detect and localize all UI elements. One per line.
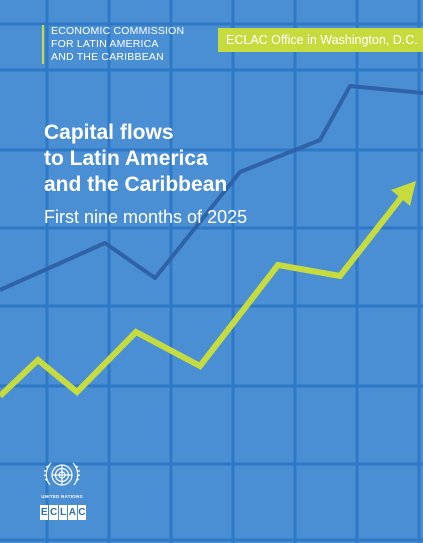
organization-name-line: AND THE CARIBBEAN [51, 51, 164, 63]
report-subtitle: First nine months of 2025 [44, 207, 248, 227]
office-badge: ECLAC Office in Washington, D.C. [218, 28, 423, 52]
eclac-logo-letter: E [40, 505, 49, 520]
report-title-line: and the Caribbean [44, 173, 228, 196]
organization-name-line: FOR LATIN AMERICA [51, 38, 159, 50]
eclac-logo-letter: A [68, 505, 77, 520]
eclac-logo: E C L A C [40, 505, 87, 520]
organization-name: ECONOMIC COMMISSION FOR LATIN AMERICA AN… [42, 25, 241, 64]
report-title-line: Capital flows [44, 121, 174, 144]
eclac-logo-letter: L [58, 505, 68, 520]
rising-trend-line [0, 192, 407, 399]
arrow-head-icon [391, 181, 416, 206]
dark-trend-line [0, 84, 423, 292]
un-label: UNITED NATIONS [41, 494, 83, 499]
eclac-logo-letter: C [49, 505, 58, 520]
report-title-line: to Latin America [44, 147, 208, 170]
organization-name-line: ECONOMIC COMMISSION [51, 25, 185, 37]
office-label: ECLAC Office in Washington, D.C. [226, 33, 418, 47]
title-block: Capital flows to Latin America and the C… [44, 120, 344, 228]
un-emblem-icon [43, 462, 81, 486]
eclac-logo-letter: C [77, 505, 87, 520]
